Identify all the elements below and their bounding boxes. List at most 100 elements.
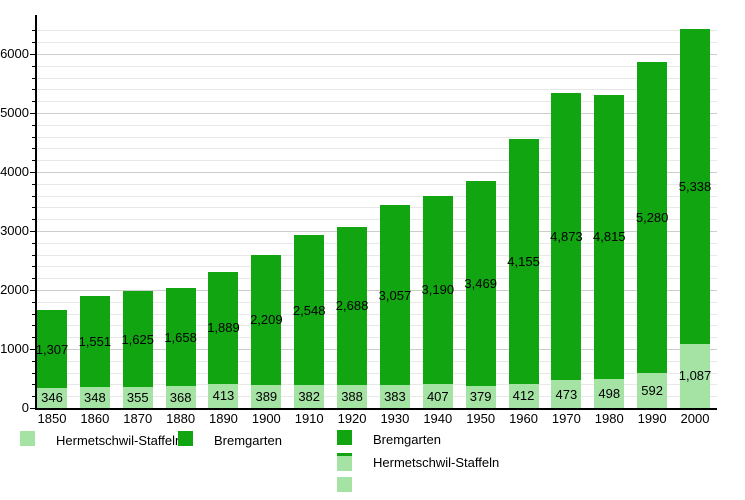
segment-hermetschwil-staffeln: 1,087 — [679, 343, 711, 408]
x-axis-label: 1970 — [551, 411, 581, 426]
segment-hermetschwil-staffeln: 407 — [422, 384, 453, 408]
minor-gridline — [37, 313, 717, 315]
segment-bremgarten: 3,190 — [422, 195, 454, 384]
minor-gridline — [37, 325, 717, 327]
major-tick — [30, 408, 36, 409]
x-axis-label: 1930 — [380, 411, 410, 426]
y-axis-label: 6000 — [0, 46, 29, 61]
segment-bremgarten: 1,658 — [164, 288, 197, 387]
segment-bremgarten: 3,469 — [464, 180, 497, 386]
minor-gridline — [37, 254, 717, 256]
minor-tick — [32, 77, 36, 79]
legend-swatch-cap — [337, 453, 352, 456]
value-label-hermetschwil: 407 — [426, 388, 449, 404]
minor-tick — [32, 207, 36, 209]
minor-tick — [32, 278, 36, 280]
minor-gridline — [37, 278, 717, 280]
segment-bremgarten: 5,338 — [678, 28, 712, 344]
minor-gridline — [37, 30, 717, 32]
minor-gridline — [37, 219, 717, 221]
minor-tick — [32, 254, 36, 256]
legend-swatch-body — [337, 430, 352, 445]
minor-tick — [32, 124, 36, 126]
value-label-bremgarten: 3,057 — [378, 287, 412, 303]
value-label-hermetschwil: 379 — [469, 389, 492, 405]
legend-swatch-icon — [337, 477, 352, 497]
value-label-hermetschwil: 348 — [84, 390, 106, 406]
segment-bremgarten: 4,873 — [550, 92, 583, 381]
value-label-hermetschwil: 412 — [512, 388, 535, 404]
minor-gridline — [37, 160, 717, 162]
minor-tick — [32, 160, 36, 162]
major-tick — [30, 290, 36, 291]
minor-gridline — [37, 337, 717, 339]
segment-bremgarten: 1,625 — [121, 291, 154, 388]
legend-item: Hermetschwil-Staffeln — [337, 453, 499, 471]
value-label-hermetschwil: 389 — [255, 389, 278, 405]
segment-hermetschwil-staffeln: 368 — [165, 386, 196, 408]
legend-label: Bremgarten — [373, 432, 441, 447]
bar-2000: 1,087 5,338 — [678, 28, 712, 408]
legend-item: Bremgarten — [178, 431, 282, 448]
value-label-hermetschwil: 382 — [298, 389, 321, 405]
bar-1920: 388 2,688 — [336, 226, 368, 408]
segment-bremgarten: 2,209 — [250, 254, 283, 386]
minor-gridline — [37, 148, 717, 150]
major-tick — [30, 172, 36, 173]
legend-label: Hermetschwil-Staffeln — [56, 433, 183, 448]
legend-swatch-body — [337, 477, 352, 492]
minor-gridline — [37, 65, 717, 67]
segment-hermetschwil-staffeln: 473 — [551, 380, 582, 408]
minor-gridline — [37, 372, 717, 374]
segment-bremgarten: 3,057 — [378, 205, 412, 386]
segment-bremgarten: 4,155 — [507, 138, 540, 384]
value-label-bremgarten: 5,338 — [678, 178, 712, 194]
legend-item: Hermetschwil-Staffeln — [20, 431, 182, 448]
minor-gridline — [37, 301, 717, 303]
bar-1890: 413 1,889 — [207, 272, 240, 408]
minor-gridline — [37, 384, 717, 386]
bar-1880: 368 1,658 — [164, 288, 197, 408]
value-label-bremgarten: 4,155 — [507, 253, 540, 269]
minor-tick — [32, 30, 36, 32]
bar-1900: 389 2,209 — [250, 254, 283, 408]
segment-hermetschwil-staffeln: 382 — [294, 385, 325, 408]
bar-1930: 383 3,057 — [378, 205, 412, 408]
x-axis-label: 1870 — [123, 411, 153, 426]
minor-tick — [32, 337, 36, 339]
segment-bremgarten: 5,280 — [635, 61, 669, 374]
bar-1960: 412 4,155 — [507, 138, 540, 408]
value-label-hermetschwil: 498 — [598, 385, 621, 401]
minor-gridline — [37, 101, 717, 103]
minor-gridline — [37, 396, 717, 398]
minor-gridline — [37, 266, 717, 268]
minor-tick — [32, 301, 36, 303]
segment-hermetschwil-staffeln: 388 — [337, 385, 368, 408]
minor-tick — [32, 101, 36, 103]
value-label-bremgarten: 1,307 — [35, 341, 69, 357]
minor-tick — [32, 89, 36, 91]
minor-tick — [32, 313, 36, 315]
value-label-bremgarten: 2,209 — [250, 312, 283, 328]
value-label-bremgarten: 1,658 — [164, 329, 197, 345]
y-axis-label: 4000 — [0, 164, 29, 179]
minor-gridline — [37, 42, 717, 44]
minor-tick — [32, 372, 36, 374]
value-label-hermetschwil: 473 — [555, 386, 578, 402]
minor-tick — [32, 42, 36, 44]
legend-item: Bremgarten — [337, 430, 441, 450]
segment-bremgarten: 2,548 — [292, 235, 326, 386]
legend-swatch-icon — [20, 431, 35, 446]
x-axis-label: 1890 — [208, 411, 238, 426]
value-label-bremgarten: 3,469 — [464, 275, 497, 291]
minor-tick — [32, 136, 36, 138]
x-axis-label: 1940 — [423, 411, 453, 426]
value-label-bremgarten: 5,280 — [635, 209, 669, 225]
segment-hermetschwil-staffeln: 413 — [208, 383, 239, 408]
x-axis-label: 1990 — [637, 411, 667, 426]
value-label-bremgarten: 2,548 — [292, 302, 326, 318]
minor-gridline — [37, 360, 717, 362]
bar-1970: 473 4,873 — [550, 92, 583, 408]
y-axis-label: 5000 — [0, 105, 29, 120]
